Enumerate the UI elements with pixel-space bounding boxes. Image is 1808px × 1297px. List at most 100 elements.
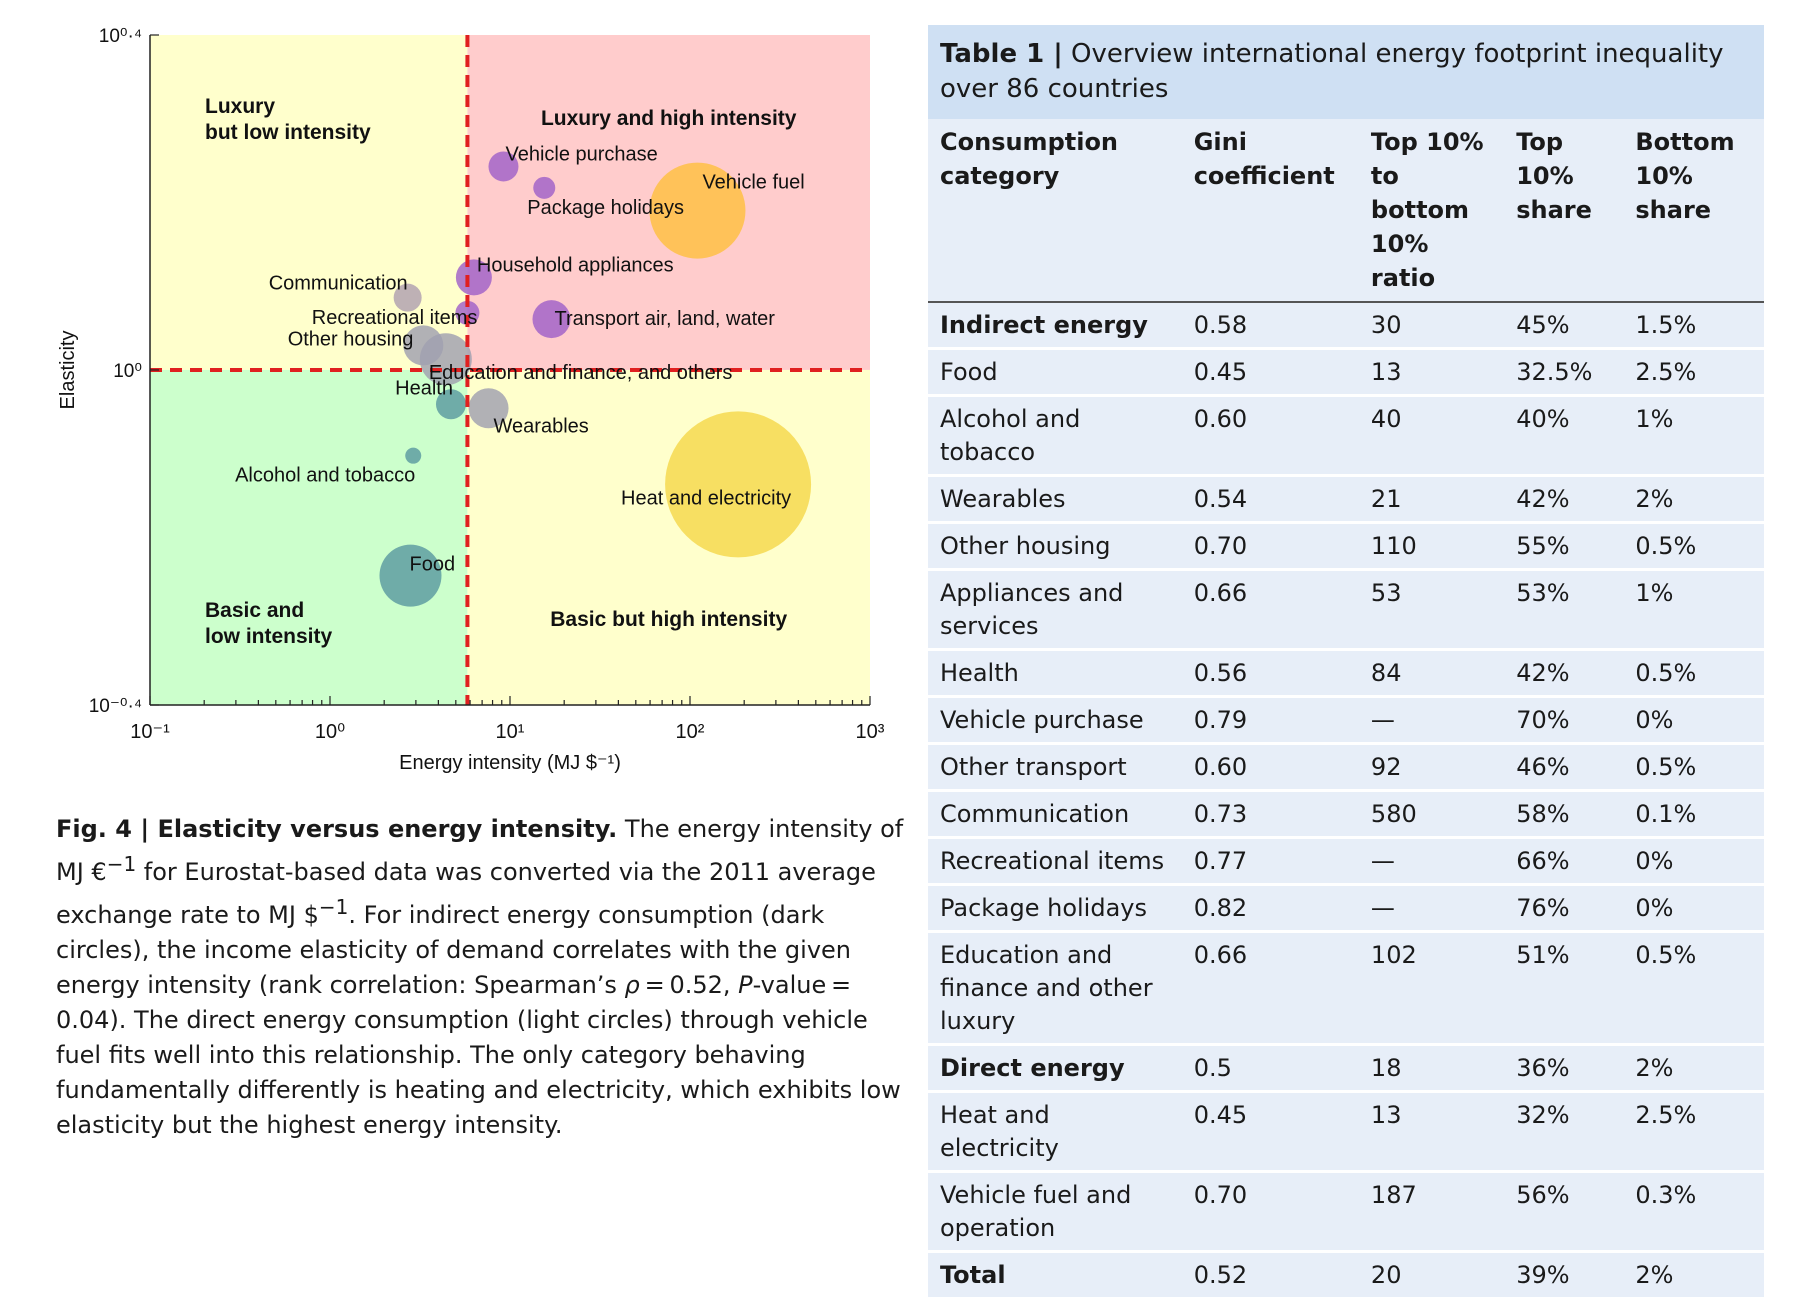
table-cell: 92	[1359, 744, 1504, 791]
table-cell: 18	[1359, 1045, 1504, 1092]
table-cell: 0.52	[1182, 1252, 1359, 1297]
table-cell: 0.70	[1182, 523, 1359, 570]
table-1: Table 1 | Overview international energy …	[928, 25, 1764, 1297]
table-cell: 20	[1359, 1252, 1504, 1297]
table-cell: 66%	[1504, 838, 1623, 885]
table-header-line: Top	[1516, 125, 1613, 159]
table-cell: 46%	[1504, 744, 1623, 791]
table-cell: 53%	[1504, 570, 1623, 650]
caption-p: P	[738, 971, 752, 999]
quadrant-basic-low	[150, 370, 467, 705]
table-cell: 76%	[1504, 885, 1623, 932]
table-cell: Communication	[928, 791, 1182, 838]
table-cell: 0.66	[1182, 932, 1359, 1045]
table-cell: 0.77	[1182, 838, 1359, 885]
caption-text: = 0.52,	[640, 971, 738, 999]
y-tick-label: 10⁻⁰·⁴	[89, 696, 142, 717]
table-cell: 21	[1359, 476, 1504, 523]
table-cell: 51%	[1504, 932, 1623, 1045]
table-cell: 0.5%	[1623, 744, 1764, 791]
y-tick-label: 10⁰	[113, 361, 142, 382]
table-cell: 42%	[1504, 476, 1623, 523]
table-cell: Indirect energy	[928, 302, 1182, 349]
table-cell: 42%	[1504, 650, 1623, 697]
data-point-label: Wearables	[494, 415, 589, 437]
table-cell: 36%	[1504, 1045, 1623, 1092]
data-point-label: Recreational items	[312, 307, 478, 329]
table-header-line: to bottom	[1371, 159, 1494, 227]
quadrant-label: low intensity	[205, 625, 333, 648]
table-cell: —	[1359, 885, 1504, 932]
y-tick-label: 10⁰·⁴	[99, 26, 142, 47]
table-cell: 70%	[1504, 697, 1623, 744]
table-cell: 0.60	[1182, 744, 1359, 791]
table-cell: Direct energy	[928, 1045, 1182, 1092]
table-cell: 40%	[1504, 396, 1623, 476]
table-cell: 30	[1359, 302, 1504, 349]
data-point-label: Vehicle purchase	[505, 143, 657, 165]
table-cell: 1.5%	[1623, 302, 1764, 349]
table-cell: Vehicle fuel and operation	[928, 1172, 1182, 1252]
data-point	[405, 448, 421, 464]
data-point-label: Food	[409, 554, 455, 576]
table-cell: 2%	[1623, 1252, 1764, 1297]
table-cell: 2%	[1623, 476, 1764, 523]
table-cell: 0.70	[1182, 1172, 1359, 1252]
x-axis-label: Energy intensity (MJ $⁻¹)	[399, 752, 621, 774]
table-title: Table 1 | Overview international energy …	[928, 25, 1764, 119]
table-cell: Wearables	[928, 476, 1182, 523]
table-cell: 13	[1359, 1092, 1504, 1172]
table-cell: 0%	[1623, 885, 1764, 932]
table-cell: 110	[1359, 523, 1504, 570]
table-cell: Health	[928, 650, 1182, 697]
table-cell: 55%	[1504, 523, 1623, 570]
table-cell: 2.5%	[1623, 349, 1764, 396]
table-cell: Other transport	[928, 744, 1182, 791]
data-point-label: Package holidays	[527, 197, 684, 219]
x-tick-label: 10³	[856, 721, 885, 743]
quadrant-label: but low intensity	[205, 121, 371, 144]
table-header-line: Gini	[1194, 125, 1349, 159]
table-cell: 0.5%	[1623, 650, 1764, 697]
table-cell: Package holidays	[928, 885, 1182, 932]
quadrant-label: Basic but high intensity	[550, 608, 787, 631]
x-tick-label: 10¹	[496, 721, 525, 743]
table-cell: 56%	[1504, 1172, 1623, 1252]
table-cell: 0%	[1623, 697, 1764, 744]
caption-sup: −1	[107, 852, 136, 876]
table-cell: 13	[1359, 349, 1504, 396]
data-point-label: Communication	[269, 273, 408, 295]
table-cell: 0.60	[1182, 396, 1359, 476]
table-cell: 2%	[1623, 1045, 1764, 1092]
table-cell: 1%	[1623, 396, 1764, 476]
data-point-label: Vehicle fuel	[702, 172, 804, 194]
table-cell: Heat and electricity	[928, 1092, 1182, 1172]
table-cell: 84	[1359, 650, 1504, 697]
data-point-label: Alcohol and tobacco	[235, 465, 415, 487]
table-title-label: Table 1 |	[940, 39, 1063, 69]
table-cell: 0.5	[1182, 1045, 1359, 1092]
table-cell: 0.45	[1182, 1092, 1359, 1172]
table-header-line: share	[1635, 193, 1754, 227]
table-header-line: share	[1516, 193, 1613, 227]
table-cell: 580	[1359, 791, 1504, 838]
table-cell: 0.56	[1182, 650, 1359, 697]
table-cell: 0.54	[1182, 476, 1359, 523]
data-point-label: Health	[395, 377, 453, 399]
